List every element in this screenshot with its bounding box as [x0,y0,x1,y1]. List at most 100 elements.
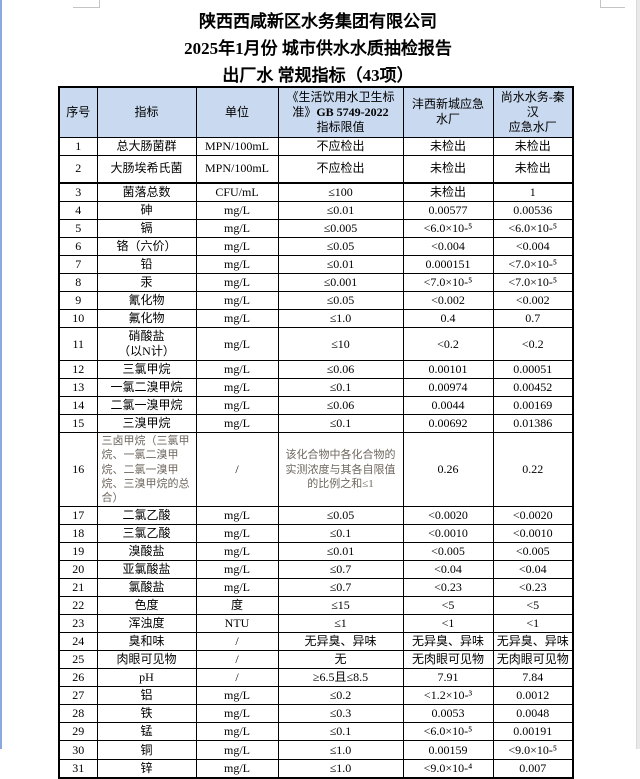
cell-limit: ≤0.7 [277,560,404,580]
cell-unit: mg/L [195,273,279,292]
cell-limit: ≤0.7 [277,578,404,598]
cell-limit: ≤0.05 [277,291,404,310]
table-row: 23 浑浊度 NTU ≤1 <1 <1 [58,614,574,634]
cell-unit: / [195,431,279,508]
standard-name: 《生活饮用水卫生标准》 [286,89,395,119]
cell-indicator: 砷 [96,201,197,220]
cell-indicator: 铜 [96,740,197,761]
cell-plant1: 7.91 [402,668,494,688]
column-header-standard: 《生活饮用水卫生标准》GB 5749-2022 指标限值 [277,86,404,138]
cell-unit: mg/L [195,759,279,779]
cell-unit: MPN/100mL [195,136,279,156]
cell-indicator: 铬（六价） [96,237,197,256]
cell-plant1: 未检出 [402,136,494,156]
cell-unit: mg/L [195,722,279,742]
cell-plant2: 0.00169 [492,396,574,415]
cell-no: 2 [58,154,98,184]
table-row: 2 大肠埃希氏菌 MPN/100mL 不应检出 未检出 未检出 [58,154,574,184]
table-row: 13 一氯二溴甲烷 mg/L ≤0.1 0.00974 0.00452 [58,378,574,397]
window-right-border [636,0,640,749]
cell-indicator: 氟化物 [96,309,197,328]
cell-plant2: 0.00191 [492,722,574,742]
cell-plant2: <0.2 [492,327,574,361]
cell-plant2: 0.007 [492,759,574,779]
table-row: 6 铬（六价） mg/L ≤0.05 <0.004 <0.004 [58,237,574,256]
cell-indicator: 溴酸盐 [96,542,197,562]
cell-indicator: 二氯一溴甲烷 [96,396,197,415]
cell-unit: mg/L [195,237,279,256]
cell-unit: mg/L [195,414,279,433]
cell-indicator: 氰化物 [96,291,197,310]
cell-limit: ≤0.05 [277,237,404,256]
cell-unit: / [195,668,279,688]
cell-indicator: 锌 [96,759,197,779]
cell-limit: ≤0.1 [277,378,404,397]
cell-indicator: 硝酸盐 （以N计） [96,327,197,361]
cell-unit: mg/L [195,704,279,724]
cell-limit: ≤0.01 [277,201,404,220]
column-header-no: 序号 [58,86,98,138]
cell-indicator: 汞 [96,273,197,292]
cell-plant2: 0.01386 [492,414,574,433]
cell-no: 28 [58,704,98,724]
report-header: 陕西西咸新区水务集团有限公司 2025年1月份 城市供水水质抽检报告 出厂水 常… [0,8,636,89]
standard-suffix: 指标限值 [316,119,365,134]
cell-no: 21 [58,578,98,598]
table-row: 3 菌落总数 CFU/mL ≤100 未检出 1 [58,182,574,202]
cell-unit: mg/L [195,542,279,562]
cell-plant2: <7.0×10-⁵ [492,273,574,292]
cell-limit: ≤1.0 [277,759,404,779]
table-row: 22 色度度 ≤15 <5 <5 [58,596,574,616]
company-title: 陕西西咸新区水务集团有限公司 [199,12,437,31]
cell-indicator: 臭和味 [96,632,197,652]
cell-unit: / [195,632,279,652]
cell-unit: mg/L [195,291,279,310]
cell-plant1: 无异臭、异味 [402,632,494,652]
cell-unit: 度 [195,596,279,616]
table-row: 17 二氯乙酸 mg/L ≤0.05 <0.0020 <0.0020 [58,506,574,526]
cell-no: 8 [58,273,98,292]
cell-indicator: 总大肠菌群 [96,136,197,156]
cell-plant1: 0.0053 [402,704,494,724]
cell-unit: / [195,650,279,670]
cell-indicator: 二氯乙酸 [96,506,197,526]
table-row: 16 三卤甲烷（三氯甲烷、一氯二溴甲烷、二氯一溴甲烷、三溴甲烷的总合） / 该化合物中… [58,431,574,508]
table-row: 30 铜 mg/L ≤1.0 0.00159 <9.0×10-⁵ [58,740,574,761]
cell-limit: ≤0.1 [277,524,404,544]
cell-plant1: <1.2×10-³ [402,686,494,706]
cell-no: 22 [58,596,98,616]
cell-unit: mg/L [195,327,279,361]
cell-limit: ≤0.01 [277,542,404,562]
cell-unit: mg/L [195,255,279,274]
cell-no: 16 [58,431,98,508]
cell-plant2: 0.00536 [492,201,574,220]
cell-plant1: <6.0×10-⁵ [402,722,494,742]
cell-no: 24 [58,632,98,652]
cell-plant2: 7.84 [492,668,574,688]
cell-plant2: <0.005 [492,542,574,562]
cell-no: 10 [58,309,98,328]
cell-indicator: 浑浊度 [96,614,197,634]
cell-limit: ≤0.005 [277,219,404,238]
cell-plant1: 0.000151 [402,255,494,274]
cell-no: 23 [58,614,98,634]
table-row: 5 镉 mg/L ≤0.005 <6.0×10-⁵ <6.0×10-⁵ [58,219,574,238]
cell-plant1: <0.0010 [402,524,494,544]
cell-indicator: pH [96,668,197,688]
cell-no: 3 [58,182,98,202]
cell-plant1: <1 [402,614,494,634]
cell-plant2: 无肉眼可见物 [492,650,574,670]
cell-plant2: <0.004 [492,237,574,256]
cell-no: 15 [58,414,98,433]
cell-plant1: <9.0×10-⁴ [402,759,494,779]
cell-limit: ≤0.3 [277,704,404,724]
cell-indicator: 氯酸盐 [96,578,197,598]
cell-limit: ≤0.05 [277,506,404,526]
column-header-unit: 单位 [195,86,279,138]
cell-no: 25 [58,650,98,670]
cell-indicator: 三氯乙酸 [96,524,197,544]
report-title: 2025年1月份 城市供水水质抽检报告 [184,39,452,58]
cell-indicator: 铝 [96,686,197,706]
cell-plant1: 0.4 [402,309,494,328]
